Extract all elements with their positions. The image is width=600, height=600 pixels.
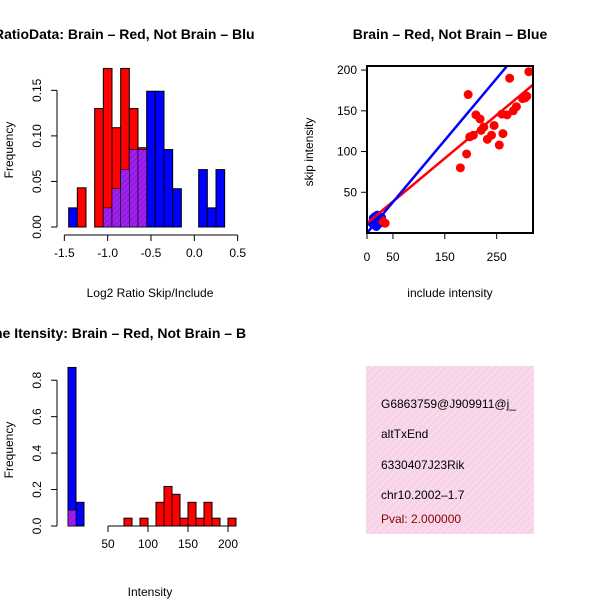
ratio-histogram-ylabel: Frequency bbox=[2, 122, 16, 179]
y-tick-label: 150 bbox=[337, 104, 357, 118]
info-type: altTxEnd bbox=[381, 427, 428, 441]
y-tick-label: 0.4 bbox=[30, 444, 44, 461]
ratio-histogram-title: RatioData: Brain – Red, Not Brain – Blu bbox=[0, 26, 255, 42]
scatter-frame bbox=[366, 65, 534, 234]
intensity-scatter-title: Brain – Red, Not Brain – Blue bbox=[353, 26, 548, 42]
x-tick-label: 150 bbox=[435, 250, 455, 264]
y-tick-label: 0.15 bbox=[30, 78, 44, 102]
y-tick-label: 100 bbox=[337, 145, 357, 159]
ratio-histogram-axes: -1.5 -1.0 -0.5 0.0 0.5 0.00 0.05 0.10 0.15 bbox=[30, 78, 246, 260]
y-tick-label: 200 bbox=[337, 63, 357, 77]
x-tick-label: 50 bbox=[386, 250, 400, 264]
info-location: chr10.2002–1.7 bbox=[381, 488, 465, 502]
point-brain bbox=[498, 129, 508, 139]
x-tick-label: 150 bbox=[178, 537, 198, 551]
y-tick-label: 0.00 bbox=[30, 215, 44, 239]
y-tick-label: 0.10 bbox=[30, 124, 44, 148]
intensity-scatter-plot: 0 50 150 250 50 100 150 200 bbox=[337, 63, 534, 264]
x-tick-label: 250 bbox=[487, 250, 507, 264]
scatter-clip-group bbox=[367, 66, 533, 233]
point-brain bbox=[463, 90, 473, 100]
intensity-histogram: ne Itensity: Brain – Red, Not Brain – B … bbox=[0, 325, 246, 599]
intensity-scatter-ylabel: skip intensity bbox=[302, 118, 316, 187]
bar-brain bbox=[195, 517, 205, 527]
bar-not-brain bbox=[206, 207, 217, 228]
y-tick-label: 0.8 bbox=[30, 372, 44, 389]
bar-not-brain bbox=[163, 149, 174, 228]
bar-not-brain bbox=[146, 90, 156, 228]
bar-not-brain bbox=[68, 207, 78, 228]
y-tick-label: 0.6 bbox=[30, 408, 44, 425]
bar-brain bbox=[94, 108, 104, 228]
x-tick-label: 0.0 bbox=[186, 246, 203, 260]
point-brain bbox=[455, 163, 465, 173]
point-brain bbox=[511, 102, 521, 112]
x-tick-label: -0.5 bbox=[141, 246, 162, 260]
y-tick-label: 0.0 bbox=[30, 517, 44, 534]
y-tick-label: 0.05 bbox=[30, 169, 44, 193]
point-brain bbox=[380, 218, 390, 228]
bar-brain bbox=[227, 517, 237, 527]
intensity-histogram-ylabel: Frequency bbox=[2, 422, 16, 479]
point-brain bbox=[489, 120, 499, 130]
x-tick-label: 200 bbox=[218, 537, 238, 551]
point-brain bbox=[522, 91, 532, 101]
bar-brain bbox=[102, 67, 113, 228]
point-brain bbox=[487, 130, 496, 140]
ratio-histogram: RatioData: Brain – Red, Not Brain – Blu … bbox=[0, 26, 255, 300]
intensity-scatter: Brain – Red, Not Brain – Blue 0 50 150 250 5… bbox=[302, 26, 547, 300]
intensity-histogram-bars bbox=[67, 366, 237, 527]
ratio-histogram-bars bbox=[68, 67, 226, 228]
bar-brain bbox=[76, 187, 87, 228]
bar-brain bbox=[187, 501, 197, 527]
x-tick-label: 0 bbox=[364, 250, 371, 264]
x-tick-label: -1.5 bbox=[54, 246, 75, 260]
info-gene: 6330407J23Rik bbox=[381, 458, 465, 472]
x-tick-label: 100 bbox=[138, 537, 158, 551]
point-brain bbox=[475, 114, 485, 124]
x-tick-label: 50 bbox=[101, 537, 115, 551]
bar-overlap bbox=[111, 188, 121, 228]
bar-brain bbox=[155, 501, 165, 527]
bar-not-brain bbox=[154, 90, 165, 228]
info-pval: Pval: 2.000000 bbox=[381, 512, 461, 526]
bar-overlap bbox=[129, 149, 139, 228]
y-tick-label: 50 bbox=[344, 185, 358, 199]
bar-not-brain bbox=[215, 169, 226, 228]
ratio-histogram-xlabel: Log2 Ratio Skip/Include bbox=[87, 286, 214, 300]
bar-brain bbox=[123, 517, 133, 527]
point-brain bbox=[462, 149, 472, 159]
bar-overlap bbox=[67, 509, 77, 527]
bar-brain bbox=[211, 517, 221, 527]
bar-brain bbox=[179, 517, 189, 527]
info-id: G6863759@J909911@j_ bbox=[381, 397, 516, 411]
point-brain bbox=[524, 67, 533, 77]
point-brain bbox=[505, 73, 515, 83]
intensity-scatter-xlabel: include intensity bbox=[407, 286, 492, 300]
y-tick-label: 0.2 bbox=[30, 481, 44, 498]
point-brain bbox=[494, 140, 504, 150]
info-panel-background bbox=[366, 366, 534, 534]
x-tick-label: 0.5 bbox=[229, 246, 246, 260]
info-panel: G6863759@J909911@j_ altTxEnd 6330407J23R… bbox=[366, 366, 534, 534]
bar-not-brain bbox=[67, 366, 77, 527]
x-tick-label: -1.0 bbox=[97, 246, 118, 260]
intensity-histogram-xlabel: Intensity bbox=[128, 585, 173, 599]
bar-overlap bbox=[120, 169, 130, 228]
intensity-histogram-axes: 50 100 150 200 0.0 0.2 0.4 0.6 0.8 bbox=[30, 372, 238, 551]
bar-overlap bbox=[137, 149, 147, 228]
bar-brain bbox=[203, 501, 213, 527]
bar-overlap bbox=[103, 207, 113, 228]
bar-not-brain bbox=[198, 169, 208, 228]
bar-brain bbox=[163, 485, 173, 527]
bar-not-brain bbox=[75, 501, 85, 527]
fit-line-not-brain bbox=[367, 66, 509, 233]
intensity-histogram-title: ne Itensity: Brain – Red, Not Brain – B bbox=[0, 325, 246, 341]
bar-brain bbox=[139, 517, 149, 527]
bar-brain bbox=[171, 493, 181, 527]
bar-not-brain bbox=[172, 188, 182, 228]
